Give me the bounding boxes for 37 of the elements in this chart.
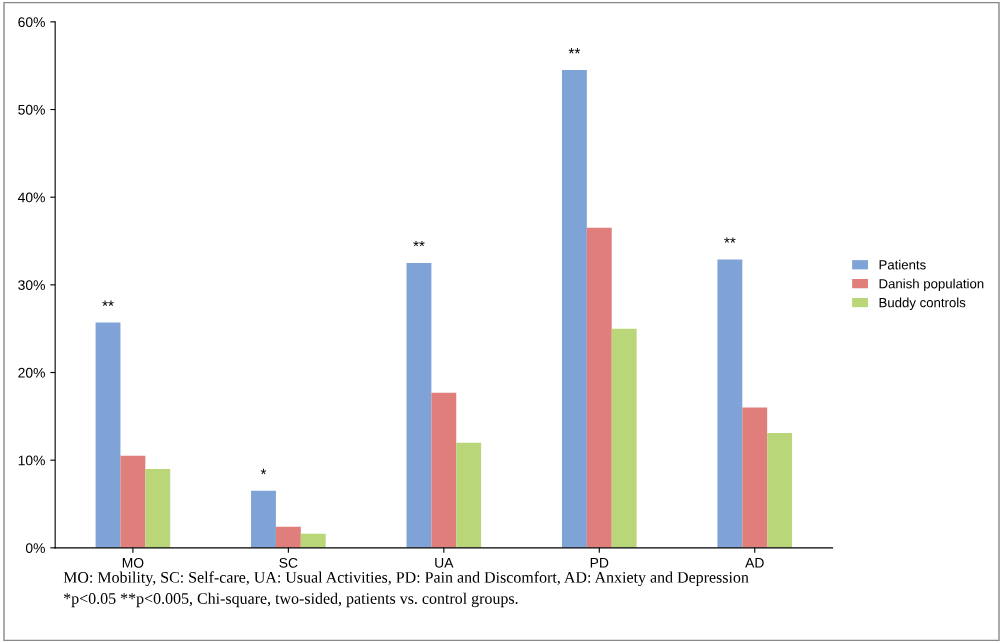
bar [611,328,637,548]
bar [251,490,276,548]
bar [145,468,171,548]
x-tick-label: AD [745,558,764,568]
y-tick-label: 40% [17,192,45,203]
legend-label: Buddy controls [879,297,966,310]
y-tick-label: 50% [18,104,45,115]
y-tick-label: 30% [18,280,45,291]
annotation: ** [413,240,425,247]
annotation: ** [102,300,114,306]
bar [95,322,121,548]
bar [456,442,482,548]
bar [586,227,612,548]
bar [767,433,793,548]
annotation: ** [724,237,736,243]
bar [717,259,743,548]
legend-label: Danish population [879,278,984,291]
bar [120,455,146,548]
bar [406,262,432,548]
bar [300,533,326,548]
bar [742,407,768,548]
y-tick-label: 10% [18,455,45,466]
x-tick-label: SC [279,557,298,568]
text: MO: Mobility, SC: Self-care, UA: Usual Activities, PD: Pain and Discomfort, AD: Anxiety and Depression [63,571,749,587]
y-tick-label: 20% [18,367,45,378]
annotation: * [260,468,267,475]
x-tick-label: PD [590,558,609,568]
x-tick-label: MO [122,557,144,568]
annotation: ** [568,48,581,54]
text: *p<0.05 **p<0.005, Chi-square, two-sided, patients vs. control groups. [63,592,518,608]
y-tick-label: 60% [18,17,45,28]
legend-label: Patients [879,259,926,270]
bar [275,526,301,548]
x-tick-label: UA [435,558,454,568]
y-tick-label: 0% [25,543,45,554]
bar [561,70,587,548]
bar [431,392,457,548]
